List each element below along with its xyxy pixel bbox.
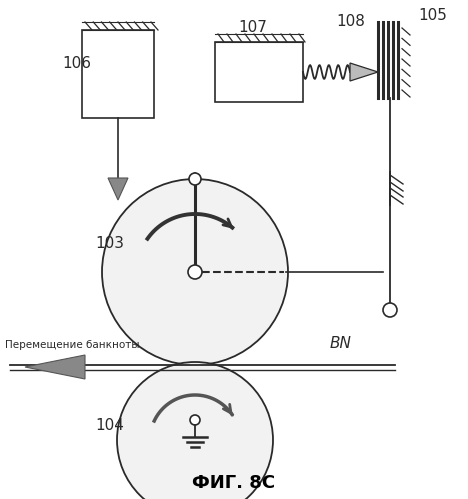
Text: 103: 103 xyxy=(95,236,124,251)
Text: 104: 104 xyxy=(95,418,124,433)
Polygon shape xyxy=(25,355,85,379)
Circle shape xyxy=(117,362,273,499)
Text: 105: 105 xyxy=(418,8,447,23)
Circle shape xyxy=(102,179,288,365)
Bar xyxy=(215,42,303,102)
Circle shape xyxy=(189,173,201,185)
Polygon shape xyxy=(108,178,128,200)
Bar xyxy=(82,30,154,118)
Circle shape xyxy=(190,415,200,425)
Text: 106: 106 xyxy=(62,56,91,71)
Text: BN: BN xyxy=(330,336,352,351)
Polygon shape xyxy=(350,63,378,81)
Circle shape xyxy=(383,303,397,317)
Text: ФИГ. 8С: ФИГ. 8С xyxy=(192,474,276,492)
Circle shape xyxy=(188,265,202,279)
Text: 107: 107 xyxy=(238,20,267,35)
Text: 108: 108 xyxy=(336,14,365,29)
Text: Перемещение банкноты: Перемещение банкноты xyxy=(5,340,139,350)
